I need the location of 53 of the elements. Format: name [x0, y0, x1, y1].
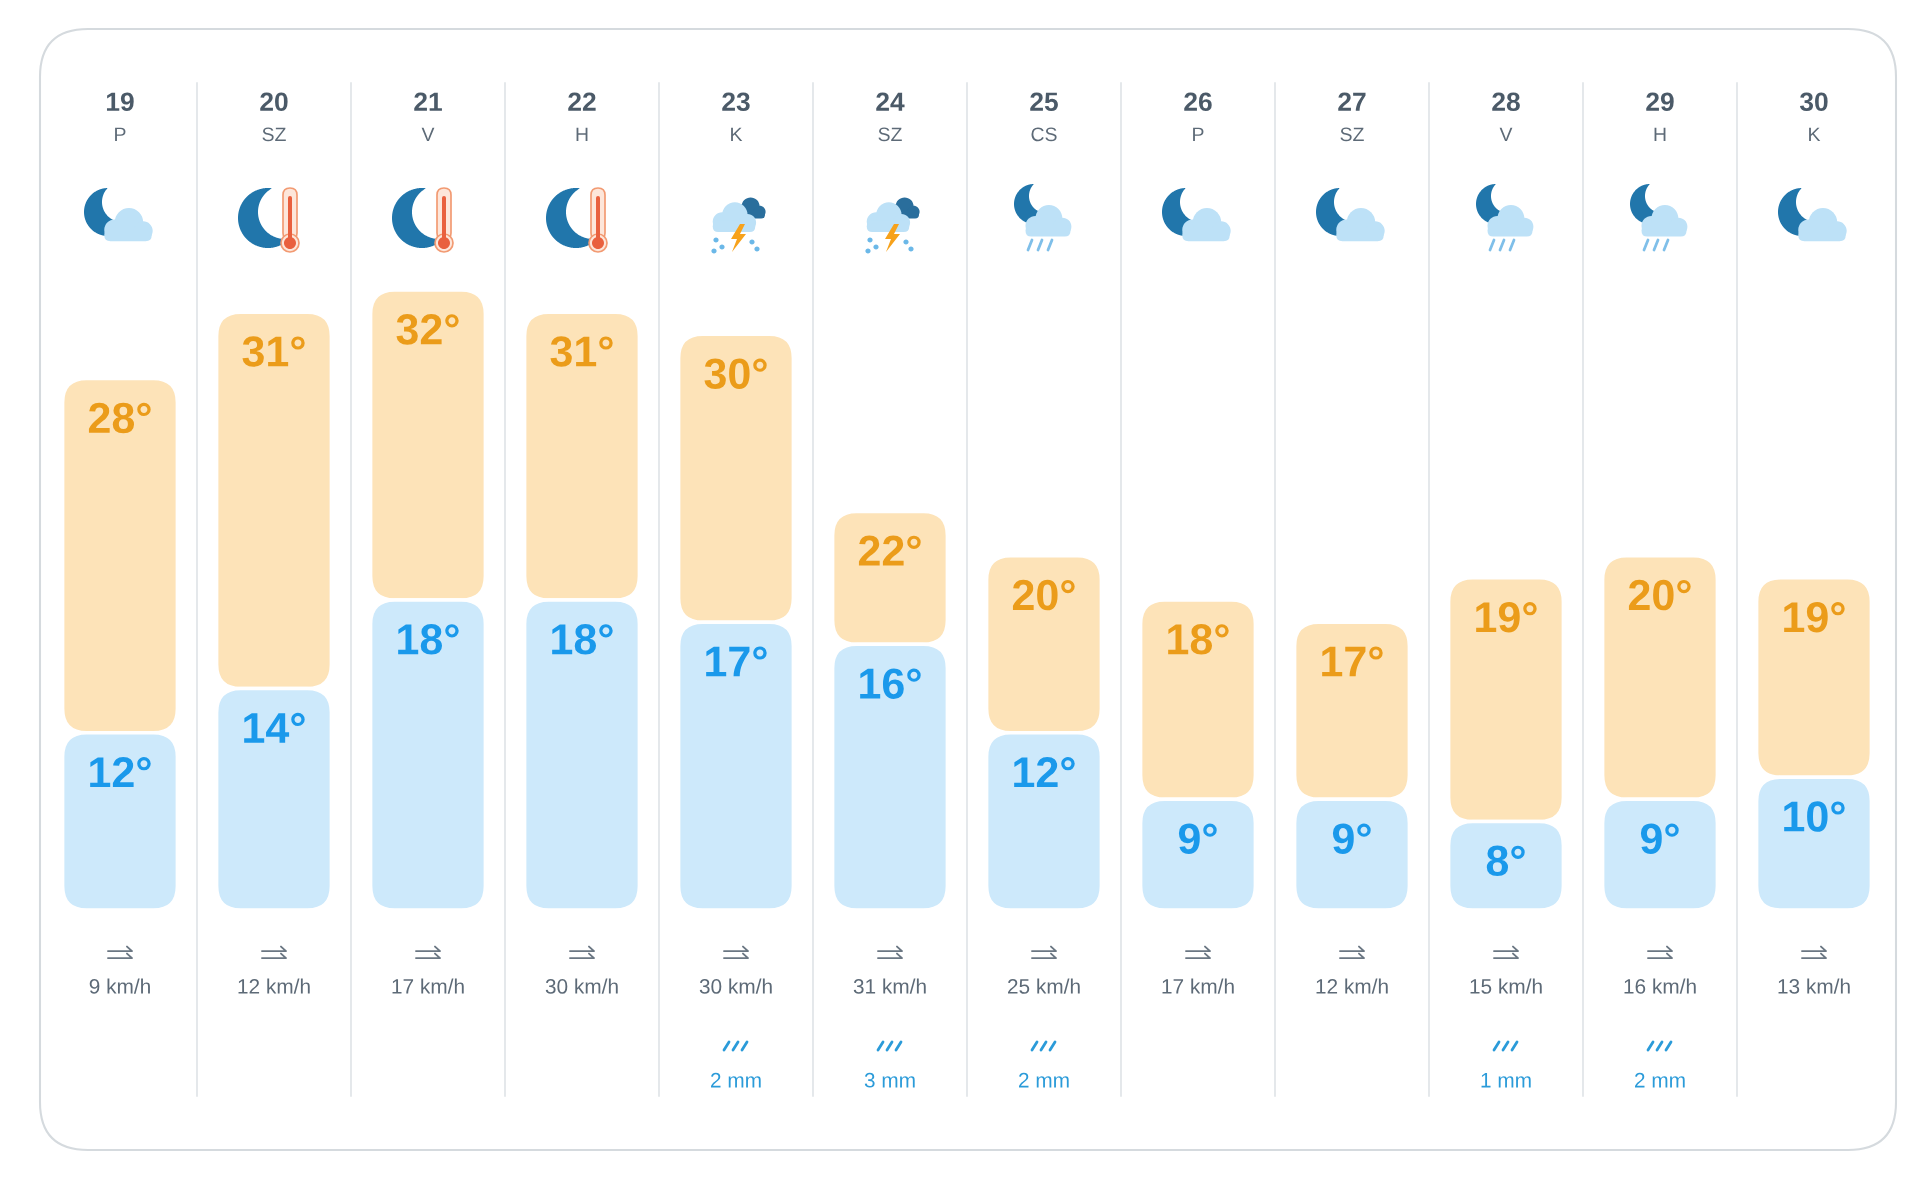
category-label: 3 mm	[864, 1072, 915, 1088]
data-label: 18°	[552, 624, 613, 655]
data-label: 9°	[1178, 823, 1217, 854]
data-label: 14°	[244, 712, 305, 743]
category-label: 2 mm	[1635, 1072, 1685, 1088]
total-label: 19°	[1784, 601, 1845, 633]
category-label: 17 km/h	[1162, 978, 1234, 994]
total-label: 32°	[396, 314, 459, 345]
total-label: 20°	[1628, 579, 1691, 611]
category-label: 12 km/h	[238, 978, 310, 994]
x-tick-label: 27 SZ	[1338, 92, 1366, 142]
category-label: 15 km/h	[1470, 978, 1542, 994]
x-tick-label: 28 V	[1492, 92, 1520, 142]
total-label: 28°	[88, 402, 151, 434]
data-label: 17°	[706, 646, 767, 677]
total-label: 22°	[858, 535, 921, 566]
category-label: 12 km/h	[1316, 978, 1388, 994]
x-tick-label: 20 SZ	[260, 92, 288, 142]
total-label: 30°	[704, 358, 767, 389]
total-label: 18°	[1168, 624, 1229, 655]
category-label: 30 km/h	[699, 978, 772, 994]
category-label: 30 km/h	[545, 978, 618, 994]
data-label: 8°	[1486, 845, 1525, 877]
x-tick-label: 26 P	[1184, 92, 1212, 142]
data-label: 9°	[1640, 823, 1679, 854]
data-label: 18°	[398, 624, 459, 655]
x-tick-label: 29 H	[1646, 92, 1674, 142]
total-label: 20°	[1012, 579, 1075, 611]
x-tick-label: 22 H	[568, 92, 596, 142]
x-tick-label: 21 V	[414, 92, 442, 142]
category-label: 2 mm	[711, 1072, 761, 1088]
total-label: 19°	[1476, 601, 1537, 633]
category-label: 16 km/h	[1624, 978, 1696, 994]
x-tick-label: 23 K	[722, 92, 750, 142]
total-label: 31°	[550, 336, 613, 367]
category-label: 31 km/h	[853, 978, 926, 994]
x-tick-label: 19 P	[106, 92, 134, 142]
data-label: 12°	[90, 756, 151, 788]
category-label: 1 mm	[1481, 1073, 1531, 1088]
category-label: 25 km/h	[1008, 978, 1080, 994]
data-label: 16°	[860, 668, 921, 699]
data-label: 12°	[1014, 756, 1075, 788]
total-label: 31°	[242, 336, 305, 367]
category-label: 2 mm	[1019, 1072, 1069, 1088]
data-label: 10°	[1784, 801, 1845, 832]
x-tick-label: 25 CS	[1030, 92, 1058, 142]
data-label: 9°	[1332, 823, 1371, 854]
category-label: 13 km/h	[1778, 978, 1850, 994]
x-tick-label: 30 K	[1799, 92, 1828, 142]
category-label: 17 km/h	[392, 978, 464, 994]
category-label: 9 km/h	[89, 978, 150, 994]
total-label: 17°	[1322, 646, 1383, 677]
x-tick-label: 24 SZ	[876, 92, 905, 142]
